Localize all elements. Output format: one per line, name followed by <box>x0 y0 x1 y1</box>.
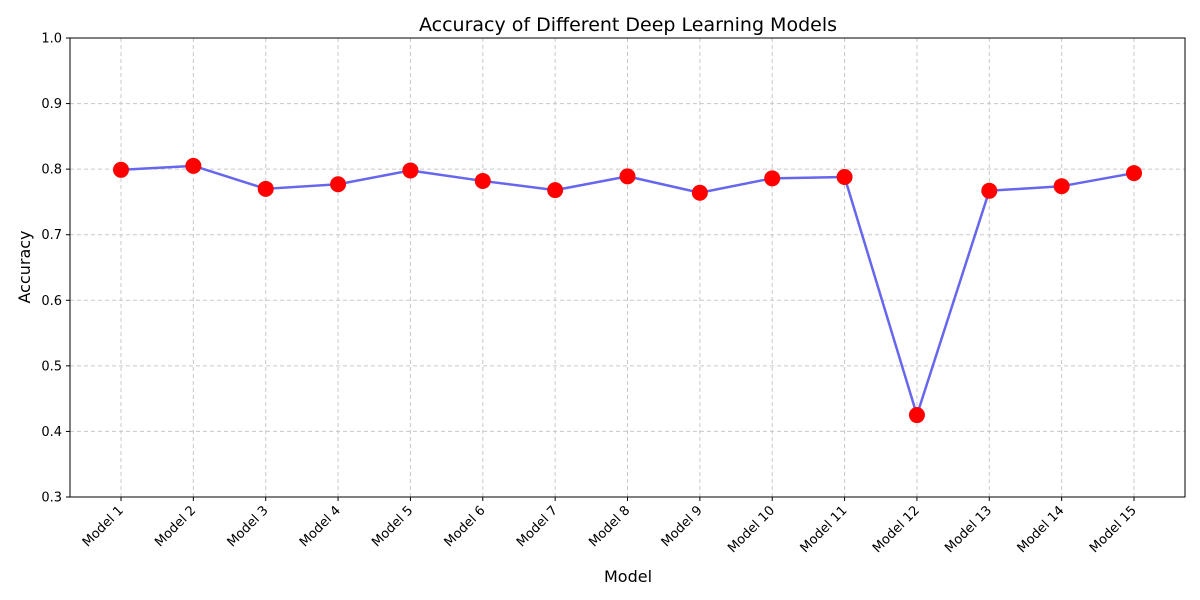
data-point-marker <box>474 172 491 189</box>
x-tick-label: Model 14 <box>1015 503 1068 556</box>
x-tick-label: Model 5 <box>369 503 416 550</box>
series-layer <box>113 157 1142 424</box>
data-point-marker <box>764 170 781 187</box>
chart-title: Accuracy of Different Deep Learning Mode… <box>419 14 837 36</box>
grid-lines <box>70 37 1185 498</box>
y-tick-label: 0.4 <box>41 425 62 440</box>
x-tick-label: Model 12 <box>870 503 923 556</box>
x-tick-label: Model 1 <box>80 503 127 550</box>
data-point-marker <box>691 184 708 201</box>
data-point-marker <box>1126 165 1142 182</box>
data-point-marker <box>185 157 202 174</box>
axis-ticks: Model 1 Model 2 Model 3 Model 4 Model 5 Model… <box>41 32 1140 557</box>
data-point-marker <box>547 182 564 199</box>
data-point-marker <box>402 162 419 179</box>
data-point-marker <box>981 182 998 199</box>
x-tick-label: Model 15 <box>1087 503 1140 556</box>
y-tick-label: 1.0 <box>41 32 62 47</box>
x-tick-label: Model 2 <box>152 503 199 550</box>
data-point-marker <box>257 180 274 197</box>
y-tick-label: 0.3 <box>41 491 62 506</box>
x-tick-label: Model 10 <box>725 503 778 556</box>
x-tick-label: Model 8 <box>586 503 633 550</box>
y-tick-label: 0.7 <box>41 228 62 243</box>
x-tick-label: Model 7 <box>514 503 561 550</box>
data-point-marker <box>908 407 925 424</box>
data-point-marker <box>1053 178 1070 195</box>
x-tick-label: Model 4 <box>297 503 344 550</box>
x-axis-title: Model <box>604 567 652 586</box>
y-tick-label: 0.9 <box>41 97 62 112</box>
data-point-marker <box>619 168 636 185</box>
y-tick-label: 0.6 <box>41 294 62 309</box>
x-tick-label: Model 6 <box>442 503 489 550</box>
y-tick-label: 0.5 <box>41 359 62 374</box>
data-point-marker <box>836 169 853 186</box>
x-tick-label: Model 9 <box>659 503 706 550</box>
x-tick-label: Model 13 <box>942 503 995 556</box>
y-tick-label: 0.8 <box>41 163 62 178</box>
y-axis-title: Accuracy <box>15 230 34 303</box>
data-point-marker <box>113 161 129 178</box>
plot-frame <box>69 37 1186 498</box>
x-tick-label: Model 3 <box>225 503 272 550</box>
data-point-marker <box>330 176 347 193</box>
x-tick-label: Model 11 <box>798 503 851 556</box>
